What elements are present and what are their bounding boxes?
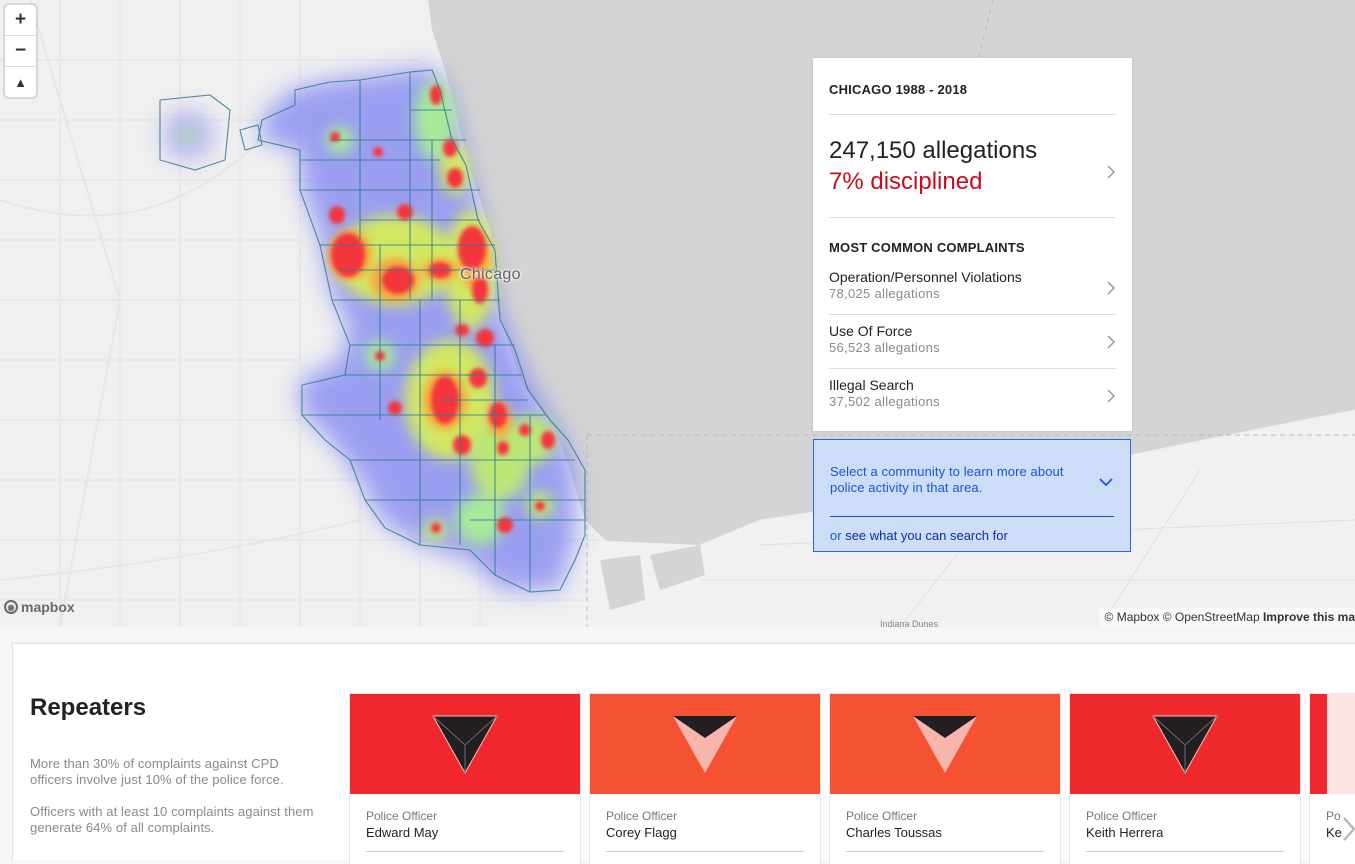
officer-card[interactable]: Police Officer Edward May	[350, 694, 580, 864]
officer-rank: Police Officer	[1086, 809, 1158, 823]
common-complaints-title: MOST COMMON COMPLAINTS	[829, 240, 1025, 255]
card-divider	[1086, 851, 1284, 852]
zoom-out-button[interactable]: −	[5, 36, 36, 67]
officer-rank: Police Officer	[606, 809, 678, 823]
card-divider	[366, 851, 564, 852]
officer-card-header	[830, 694, 1060, 794]
complaint-item[interactable]: Use Of Force 56,523 allegations	[829, 315, 1116, 369]
officer-triangle-icon	[913, 716, 977, 773]
road-label: Indiana Dunes	[880, 619, 939, 627]
officer-rank: Police Officer	[366, 809, 438, 823]
officer-name: Keith Herrera	[1086, 825, 1164, 840]
officer-card[interactable]: Police Officer Keith Herrera	[1070, 694, 1300, 864]
officer-card-header	[350, 694, 580, 794]
attribution-osm-link[interactable]: © OpenStreetMap	[1162, 610, 1260, 624]
card-divider	[606, 851, 804, 852]
card-color-strip	[1310, 694, 1327, 794]
complaint-item[interactable]: Illegal Search 37,502 allegations	[829, 369, 1116, 423]
allegations-summary[interactable]: 247,150 allegations 7% disciplined	[829, 115, 1116, 218]
allegations-count: 247,150 allegations	[829, 137, 1038, 164]
stats-panel: CHICAGO 1988 - 2018 247,150 allegations …	[813, 58, 1132, 431]
officer-card-header	[1310, 694, 1355, 794]
disciplined-rate: 7% disciplined	[829, 168, 983, 195]
region-title: CHICAGO 1988 - 2018	[829, 58, 1116, 115]
officer-name: Charles Toussas	[846, 825, 942, 840]
complaint-name: Operation/Personnel Violations	[829, 269, 1022, 285]
compass-button[interactable]: ▲	[14, 74, 27, 90]
improve-map-link[interactable]: Improve this ma	[1262, 610, 1355, 624]
chevron-right-icon	[1106, 165, 1116, 179]
map-attribution: © Mapbox © OpenStreetMap Improve this ma	[1098, 608, 1355, 627]
chevron-right-icon	[1106, 335, 1116, 349]
zoom-in-button[interactable]: +	[5, 5, 36, 36]
officer-card[interactable]: Police Officer Charles Toussas	[830, 694, 1060, 864]
carousel-next-icon[interactable]	[1342, 816, 1355, 847]
officer-card[interactable]: Police Officer Corey Flagg	[590, 694, 820, 864]
complaint-count: 56,523 allegations	[829, 340, 940, 355]
card-divider	[846, 851, 1044, 852]
repeaters-section: Repeaters More than 30% of complaints ag…	[12, 643, 1355, 864]
officer-rank: Po	[1326, 809, 1341, 823]
officer-triangle-icon	[1152, 715, 1218, 775]
helper-message: Select a community to learn more about p…	[830, 464, 1064, 495]
helper-search-line: or see what you can search for	[830, 528, 1008, 543]
community-boundaries	[159, 69, 586, 593]
officer-card-header	[1070, 694, 1300, 794]
chevron-down-icon[interactable]	[1099, 474, 1113, 492]
officer-triangle-icon	[673, 716, 737, 773]
complaint-count: 37,502 allegations	[829, 394, 940, 409]
officer-triangle-icon	[432, 715, 498, 775]
repeaters-description-2: Officers with at least 10 complaints aga…	[30, 804, 314, 835]
officer-name: Edward May	[366, 825, 439, 840]
mapbox-logo-text: mapbox	[21, 599, 75, 615]
complaint-count: 78,025 allegations	[829, 286, 940, 301]
helper-divider	[830, 516, 1114, 517]
city-label: Chicago	[460, 266, 521, 283]
highways	[0, 0, 361, 627]
map-controls: + − ▲	[5, 5, 36, 97]
community-helper: Select a community to learn more about p…	[813, 439, 1131, 552]
helper-or-text: or	[830, 528, 842, 543]
repeaters-description: More than 30% of complaints against CPD …	[30, 756, 284, 787]
mapbox-logo[interactable]: ◉ mapbox	[4, 599, 75, 615]
officer-card-header	[590, 694, 820, 794]
mapbox-logo-icon: ◉	[4, 600, 18, 614]
attribution-mapbox-link[interactable]: © Mapbox	[1104, 610, 1160, 624]
officer-rank: Police Officer	[846, 809, 918, 823]
map[interactable]: Chicago Indiana Dunes + − ▲ ◉ mapbox © M…	[0, 0, 1355, 627]
officer-name: Ke	[1326, 825, 1342, 840]
complaint-name: Use Of Force	[829, 323, 913, 339]
complaint-item[interactable]: Operation/Personnel Violations 78,025 al…	[829, 261, 1116, 315]
officer-name: Corey Flagg	[606, 825, 677, 840]
chevron-right-icon	[1106, 389, 1116, 403]
repeaters-title: Repeaters	[30, 694, 147, 721]
map-canvas[interactable]	[0, 0, 1355, 627]
search-help-link[interactable]: see what you can search for	[845, 528, 1008, 543]
chevron-right-icon	[1106, 281, 1116, 295]
complaint-name: Illegal Search	[829, 377, 914, 393]
